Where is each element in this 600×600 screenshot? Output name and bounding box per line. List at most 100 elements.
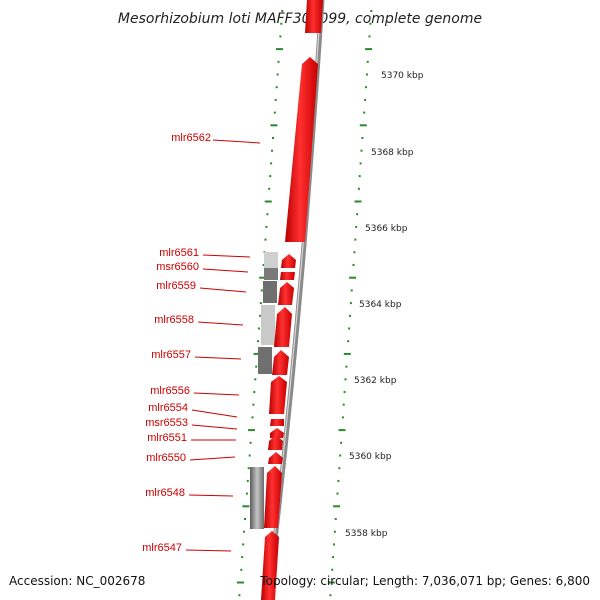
minor-tick <box>270 162 273 165</box>
operon-block <box>250 467 264 529</box>
major-tick <box>333 505 341 508</box>
accession-text: Accession: NC_002678 <box>9 574 146 588</box>
minor-tick <box>334 518 337 520</box>
gene-label[interactable]: mlr6550 <box>146 452 186 464</box>
minor-tick <box>255 365 258 368</box>
minor-tick <box>345 365 348 368</box>
minor-tick <box>258 327 260 330</box>
gene-label[interactable]: mlr6558 <box>154 314 194 326</box>
major-tick <box>264 200 272 203</box>
gene-arrow <box>268 452 283 464</box>
major-tick <box>259 276 267 279</box>
minor-tick <box>365 73 368 76</box>
gene-label[interactable]: mlr6559 <box>156 280 196 292</box>
minor-tick <box>344 378 347 381</box>
minor-tick <box>246 479 249 482</box>
gene-leader-line <box>202 254 251 258</box>
minor-tick <box>271 149 273 152</box>
minor-tick <box>365 86 367 89</box>
major-tick <box>338 429 346 432</box>
minor-tick <box>243 530 246 533</box>
gene-leader-line <box>202 268 249 273</box>
minor-tick <box>248 454 251 457</box>
gene-leader-line <box>212 139 261 144</box>
operon-block <box>264 252 278 268</box>
minor-tick <box>349 302 352 305</box>
minor-tick <box>368 35 371 38</box>
gene-arrow <box>264 466 282 528</box>
minor-tick <box>333 543 335 546</box>
major-tick <box>236 581 244 584</box>
minor-tick <box>369 22 372 25</box>
minor-tick <box>360 149 363 152</box>
gene-label[interactable]: mlr6551 <box>147 432 187 444</box>
major-tick <box>270 124 278 127</box>
minor-tick <box>251 416 254 419</box>
minor-tick <box>257 340 260 343</box>
gene-track <box>261 0 323 600</box>
gene-arrow <box>270 419 284 426</box>
gene-arrow <box>285 57 318 242</box>
gene-leader-line <box>185 549 232 552</box>
gene-leader-line <box>193 392 240 396</box>
minor-tick <box>329 594 332 597</box>
operon-block <box>264 268 278 280</box>
operon-blocks <box>250 252 278 529</box>
gene-label[interactable]: mlr6556 <box>150 385 190 397</box>
minor-tick <box>281 10 284 12</box>
minor-tick <box>342 403 345 406</box>
gene-label[interactable]: mlr6548 <box>145 487 185 499</box>
minor-tick <box>332 556 335 559</box>
minor-tick <box>279 35 282 38</box>
major-tick <box>242 505 250 508</box>
gene-arrow <box>272 350 289 375</box>
minor-tick <box>259 302 262 305</box>
minor-tick <box>252 403 255 406</box>
scale-label: 5360 kbp <box>349 452 392 462</box>
gene-label[interactable]: mlr6561 <box>159 247 199 259</box>
minor-tick <box>339 454 342 457</box>
minor-tick <box>341 416 344 419</box>
minor-tick <box>355 225 358 228</box>
minor-tick <box>350 289 353 292</box>
major-tick <box>248 429 255 432</box>
gene-label[interactable]: mlr6547 <box>142 542 182 554</box>
gene-label[interactable]: msr6560 <box>156 261 199 273</box>
minor-tick <box>247 467 250 470</box>
minor-tick <box>277 60 280 63</box>
major-tick <box>354 200 362 203</box>
minor-tick <box>238 594 241 597</box>
gene-label[interactable]: mlr6554 <box>148 402 188 414</box>
gene-leader-line <box>191 424 238 430</box>
gene-label[interactable]: msr6553 <box>145 417 188 429</box>
minor-tick <box>361 137 364 139</box>
scale-label: 5364 kbp <box>359 300 402 310</box>
minor-tick <box>352 264 355 266</box>
minor-tick <box>258 314 261 317</box>
major-tick <box>349 276 357 279</box>
minor-tick <box>337 479 340 482</box>
minor-tick <box>262 264 265 266</box>
minor-tick <box>363 111 366 114</box>
gene-leader-line <box>191 409 238 418</box>
operon-block <box>263 281 277 303</box>
minor-tick <box>253 391 256 393</box>
minor-tick <box>276 73 279 76</box>
minor-tick <box>264 238 267 241</box>
gene-arrow <box>305 0 323 33</box>
major-tick <box>276 48 283 51</box>
gene-label[interactable]: mlr6562 <box>171 132 211 144</box>
inner-tick-track <box>236 10 284 597</box>
minor-tick <box>254 378 257 381</box>
major-tick <box>343 352 351 355</box>
gene-arrow <box>278 282 294 305</box>
gene-label[interactable]: mlr6557 <box>151 349 191 361</box>
minor-tick <box>347 340 350 343</box>
minor-tick <box>359 162 362 165</box>
outer-tick-track <box>327 10 373 597</box>
minor-tick <box>268 187 271 190</box>
minor-tick <box>349 314 351 317</box>
minor-tick <box>245 492 248 495</box>
minor-tick <box>354 238 357 241</box>
minor-tick <box>336 492 339 495</box>
